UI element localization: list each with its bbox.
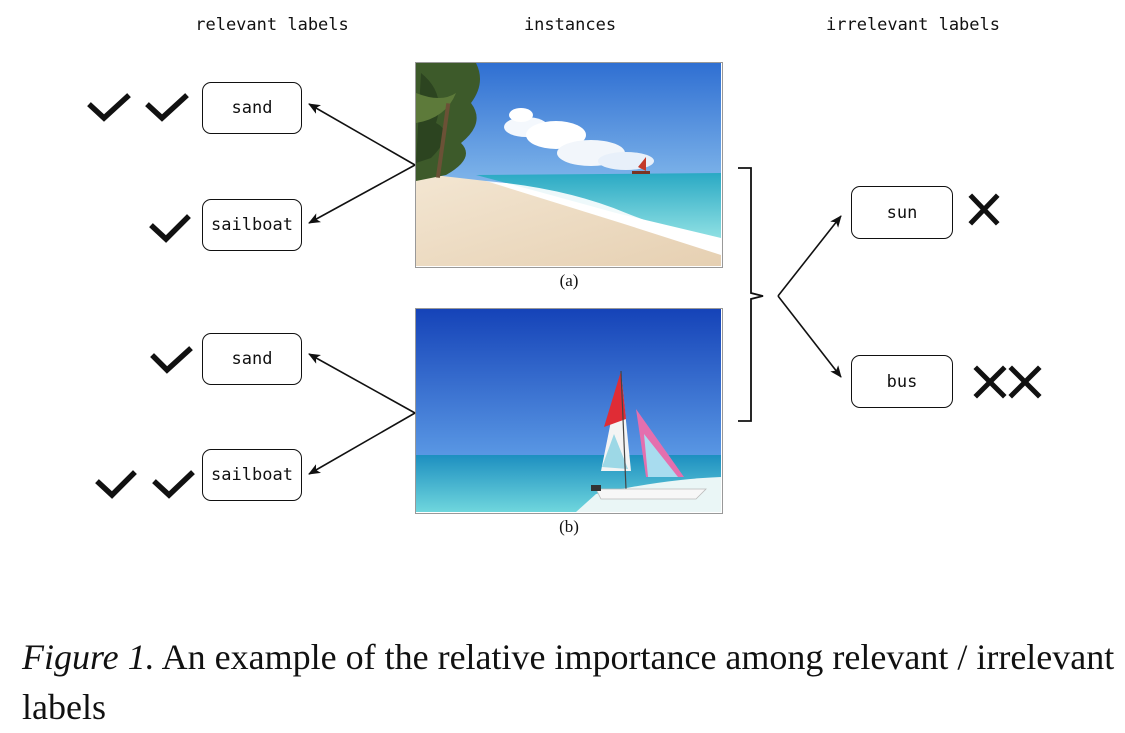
relevant-labels-header: relevant labels xyxy=(195,15,349,35)
arrow-to-sun xyxy=(777,215,842,297)
label-b-sand: sand xyxy=(202,333,302,385)
check-icon xyxy=(87,93,131,122)
instance-a-caption: (a) xyxy=(559,271,579,290)
instance-b-caption: (b) xyxy=(559,517,579,536)
cross-icon xyxy=(968,193,1000,226)
catamaran-scene-illustration xyxy=(416,309,721,512)
check-icon xyxy=(145,93,189,122)
instance-a-image xyxy=(415,62,723,268)
instance-b-image xyxy=(415,308,723,514)
check-icon xyxy=(95,470,137,499)
irrelevant-labels-header: irrelevant labels xyxy=(826,15,1000,35)
arrow-to-bus xyxy=(777,295,842,378)
label-a-sailboat: sailboat xyxy=(202,199,302,251)
figure-caption-label: Figure 1. xyxy=(22,637,155,677)
label-bus: bus xyxy=(851,355,953,408)
check-icon xyxy=(149,214,191,243)
check-icon xyxy=(152,470,195,499)
cross-icon xyxy=(973,365,1007,399)
instances-header: instances xyxy=(523,15,617,35)
label-a-sand: sand xyxy=(202,82,302,134)
instances-brace xyxy=(738,167,764,422)
arrow-b-to-sand xyxy=(308,353,416,414)
arrow-a-to-sailboat xyxy=(308,164,416,224)
figure-caption-text: An example of the relative importance am… xyxy=(22,637,1115,727)
label-sun: sun xyxy=(851,186,953,239)
check-icon xyxy=(150,346,193,374)
label-b-sailboat: sailboat xyxy=(202,449,302,501)
cross-icon xyxy=(1008,365,1042,399)
beach-scene-illustration xyxy=(416,63,721,266)
figure-caption: Figure 1. An example of the relative imp… xyxy=(22,632,1117,732)
arrow-a-to-sand xyxy=(308,103,416,166)
arrow-b-to-sailboat xyxy=(308,412,416,475)
